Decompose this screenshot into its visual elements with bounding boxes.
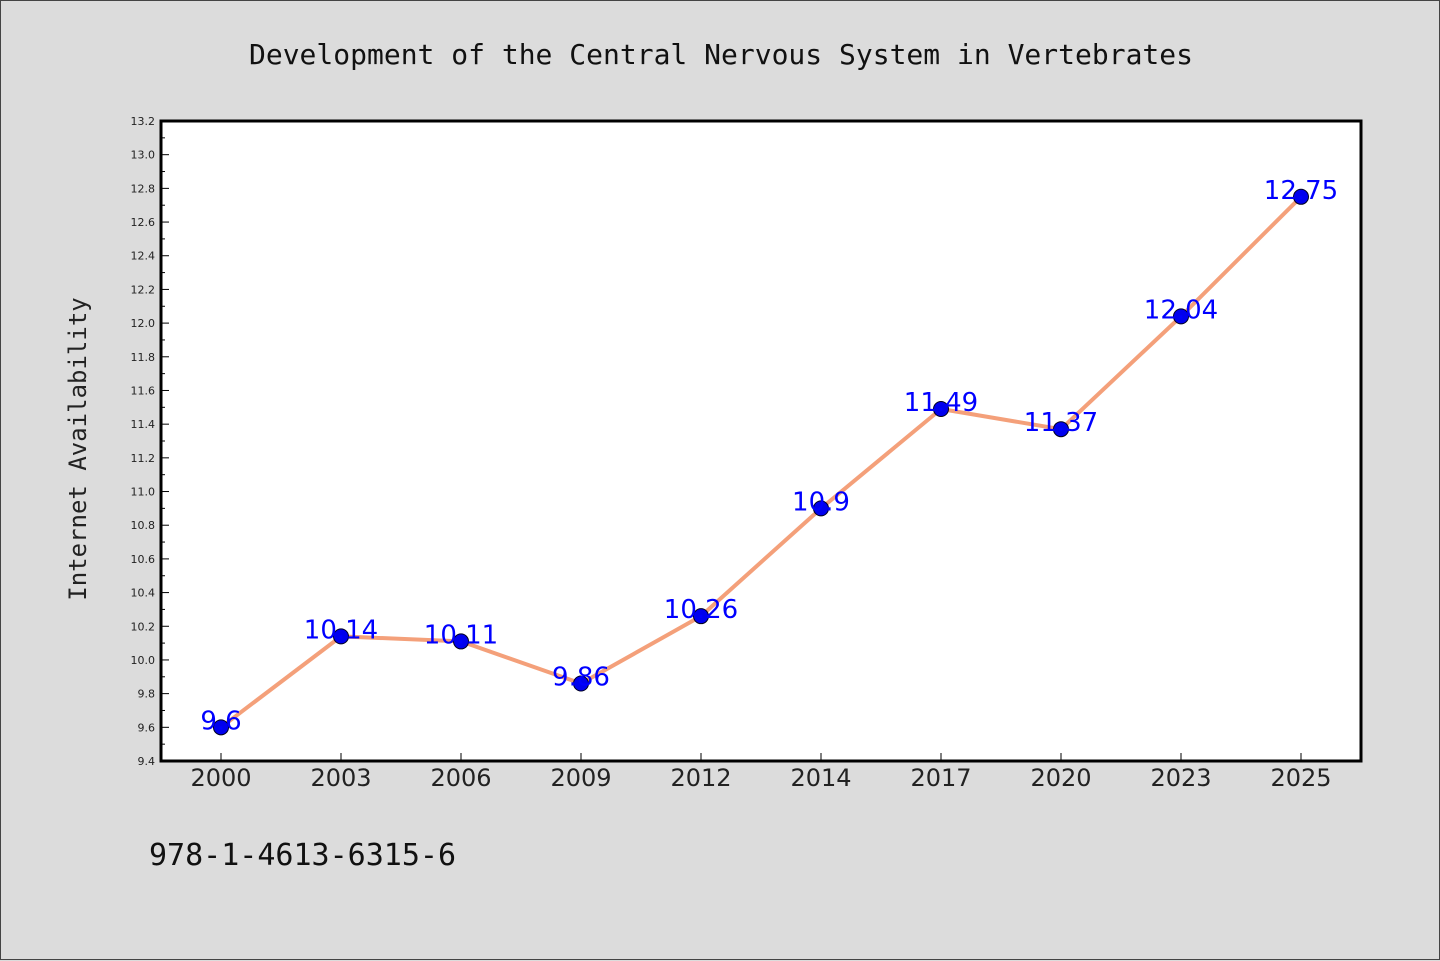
data-label: 10.26 <box>664 595 738 625</box>
y-tick-label: 12.2 <box>131 283 156 296</box>
x-tick-label: 2017 <box>910 764 971 792</box>
y-tick-label: 11.2 <box>131 452 156 465</box>
data-label: 10.9 <box>792 487 850 517</box>
y-tick-label: 11.6 <box>131 384 156 397</box>
data-label: 12.75 <box>1264 176 1338 206</box>
chart-title: Development of the Central Nervous Syste… <box>249 38 1193 71</box>
y-tick-label: 11.0 <box>131 486 156 499</box>
data-point <box>213 719 229 736</box>
data-label: 9.6 <box>200 706 241 736</box>
y-tick-label: 10.6 <box>131 553 156 566</box>
data-point <box>1053 421 1069 438</box>
data-point <box>1293 188 1309 205</box>
y-tick-label: 12.8 <box>131 182 156 195</box>
data-point <box>1173 308 1189 325</box>
y-tick-label: 13.2 <box>131 115 156 128</box>
y-axis-label: Internet Availability <box>64 297 92 600</box>
y-tick-label: 10.4 <box>131 587 156 600</box>
plot-area <box>159 119 1363 763</box>
y-axis: 9.4 9.6 9.8 10.0 10.2 10.4 10.6 10.8 11.0 11.2 11.… <box>131 115 169 768</box>
x-tick-label: 2003 <box>310 764 371 792</box>
x-tick-label: 2020 <box>1030 764 1091 792</box>
data-point <box>453 633 469 650</box>
data-point <box>573 675 589 692</box>
data-point <box>693 608 709 625</box>
x-tick-label: 2000 <box>190 764 251 792</box>
y-tick-label: 10.2 <box>131 620 156 633</box>
x-axis: 2000 2003 2006 2009 2012 2014 2017 2020 2023 2025 <box>190 753 1332 792</box>
x-tick-label: 2025 <box>1270 764 1331 792</box>
data-point <box>813 500 829 517</box>
y-tick-label: 12.6 <box>131 216 156 229</box>
x-tick-label: 2012 <box>670 764 731 792</box>
y-tick-label: 10.0 <box>131 654 156 667</box>
y-tick-label: 9.6 <box>138 721 156 734</box>
y-tick-label: 10.8 <box>131 519 156 532</box>
x-tick-label: 2014 <box>790 764 851 792</box>
y-tick-label: 11.4 <box>131 418 156 431</box>
x-tick-label: 2009 <box>550 764 611 792</box>
x-tick-label: 2023 <box>1150 764 1211 792</box>
y-tick-label: 11.8 <box>131 351 156 364</box>
series-line <box>219 195 1303 729</box>
isbn-text: 978-1-4613-6315-6 <box>149 838 456 873</box>
data-series: 9.6 10.14 10.11 9.86 10.26 10.9 11.49 11.37 12.0… <box>200 176 1338 737</box>
y-tick-label: 9.4 <box>138 755 156 768</box>
data-label: 11.49 <box>904 388 978 418</box>
y-tick-label: 13.0 <box>131 149 156 162</box>
data-point <box>933 401 949 417</box>
y-tick-label: 12.4 <box>131 250 156 263</box>
x-tick-label: 2006 <box>430 764 491 792</box>
data-point <box>333 628 349 645</box>
y-tick-label: 12.0 <box>131 317 156 330</box>
data-label: 11.37 <box>1024 408 1098 438</box>
y-tick-label: 9.8 <box>138 688 156 701</box>
data-label: 12.04 <box>1144 295 1218 325</box>
data-label: 9.86 <box>552 663 610 693</box>
data-label: 10.14 <box>304 615 378 645</box>
data-label: 10.11 <box>424 620 498 650</box>
